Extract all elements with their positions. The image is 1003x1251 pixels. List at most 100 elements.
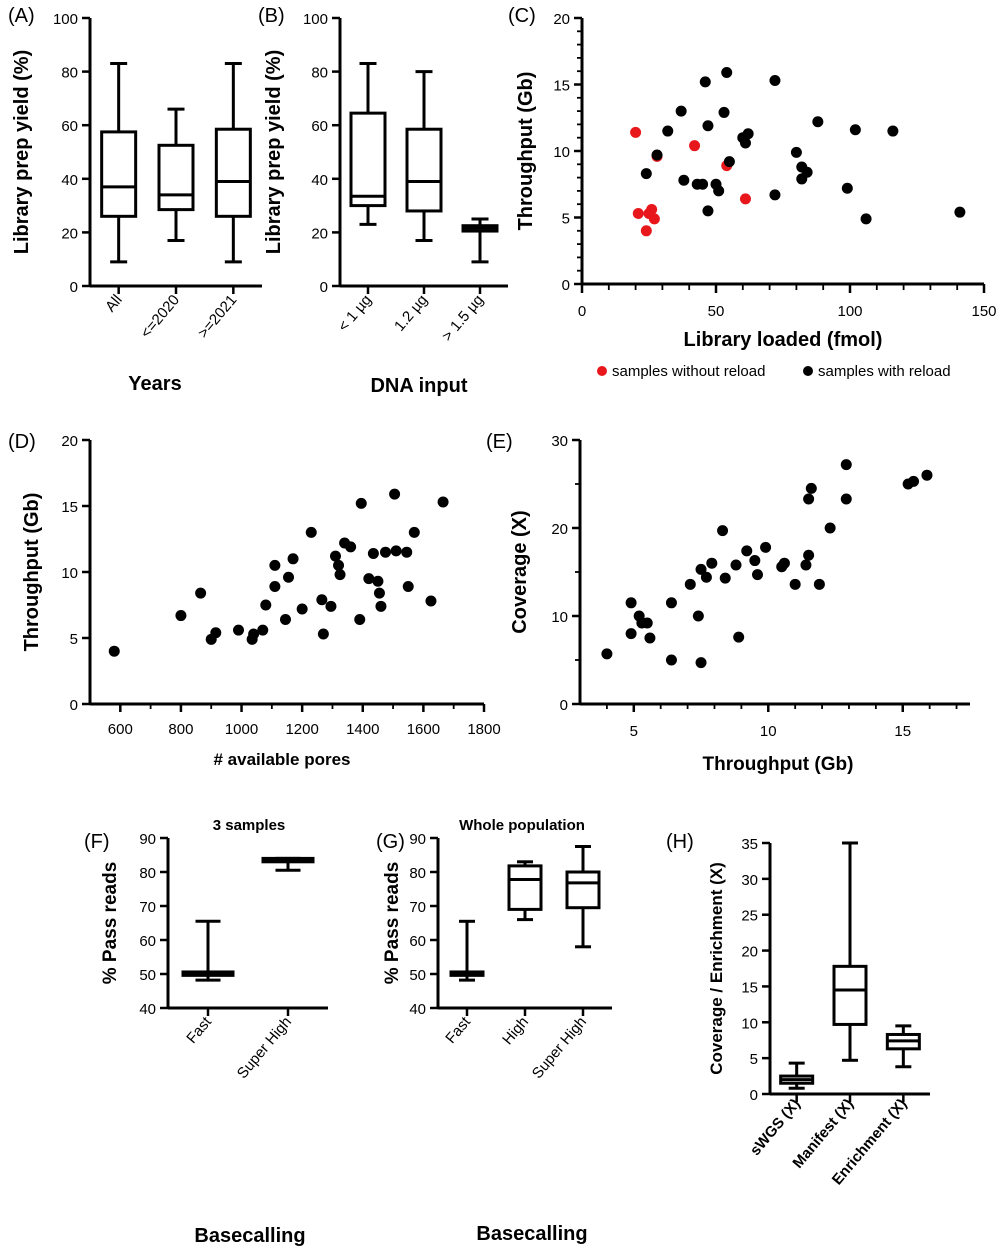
x-axis-title: Years: [128, 373, 181, 395]
box-1: [449, 919, 485, 982]
data-point: [840, 459, 852, 471]
box-1: [349, 62, 387, 226]
x-axis-title: Basecalling: [476, 1223, 587, 1245]
y-axis-title: Coverage (X): [509, 510, 531, 633]
data-point: [372, 575, 384, 587]
y-tick-label: 60: [61, 118, 78, 135]
data-point: [646, 204, 658, 216]
y-tick-label: 0: [70, 279, 78, 296]
y-tick-label: 60: [311, 118, 328, 135]
data-point: [625, 628, 637, 640]
data-point: [375, 600, 387, 612]
y-tick-label: 10: [741, 1015, 758, 1032]
y-tick-label: 30: [741, 872, 758, 889]
data-point: [741, 545, 753, 557]
y-tick-label: 30: [551, 433, 568, 450]
x-tick-label: 10: [760, 723, 777, 740]
data-point: [665, 654, 677, 666]
x-tick-label: Super High: [234, 1014, 295, 1082]
data-point: [812, 116, 824, 128]
x-tick-label: 1400: [346, 721, 379, 738]
y-tick-label: 50: [409, 967, 426, 984]
data-point: [195, 587, 207, 599]
series-1: [630, 126, 751, 237]
y-tick-label: 40: [61, 172, 78, 189]
data-point: [641, 617, 653, 629]
y-tick-label: 10: [551, 609, 568, 626]
x-tick-label: Fast: [442, 1013, 474, 1047]
data-point: [334, 569, 346, 581]
data-point: [803, 549, 815, 561]
data-point: [333, 559, 345, 571]
y-tick-label: 40: [409, 1001, 426, 1018]
data-point: [742, 128, 754, 140]
data-point: [354, 614, 366, 626]
box-3: [885, 1024, 921, 1069]
y-axis-title: % Pass reads: [100, 862, 121, 985]
y-tick-label: 5: [750, 1051, 758, 1068]
data-point: [692, 610, 704, 622]
data-point: [700, 571, 712, 583]
data-point: [706, 557, 718, 569]
data-point: [640, 168, 652, 180]
data-point: [908, 475, 920, 487]
data-point: [778, 557, 790, 569]
data-point: [210, 627, 222, 639]
box-iqr: [565, 870, 601, 910]
data-point: [749, 555, 761, 567]
data-point: [373, 587, 385, 599]
data-point: [801, 166, 813, 178]
data-point: [651, 149, 663, 161]
box-2: [157, 107, 195, 242]
x-axis-title: Throughput (Gb): [703, 754, 854, 775]
x-tick-label: sWGS (X): [747, 1096, 804, 1159]
x-tick-label: 600: [108, 721, 133, 738]
data-point: [425, 595, 437, 607]
x-tick-label: 100: [837, 303, 862, 320]
chart-title-g: Whole population: [459, 817, 585, 834]
data-point: [840, 493, 852, 505]
x-tick-label: Fast: [183, 1013, 215, 1047]
data-point: [408, 526, 420, 538]
data-point: [813, 578, 825, 590]
data-point: [733, 631, 745, 643]
data-point: [702, 205, 714, 217]
x-axis-title: # available pores: [213, 750, 350, 769]
data-point: [800, 559, 812, 571]
data-point: [437, 496, 449, 508]
box-2: [832, 841, 868, 1062]
data-point: [329, 550, 341, 562]
y-tick-label: 100: [303, 11, 328, 28]
data-point: [849, 124, 861, 136]
data-point: [625, 597, 637, 609]
data-point: [730, 559, 742, 571]
data-point: [805, 482, 817, 494]
data-point: [719, 572, 731, 584]
data-point: [296, 603, 308, 615]
box-2: [261, 856, 315, 872]
box-3: [461, 217, 499, 264]
box-1: [181, 919, 235, 982]
y-tick-label: 0: [560, 697, 568, 714]
data-point: [632, 208, 644, 220]
x-tick-label: < 1 µg: [335, 292, 375, 335]
data-point: [287, 553, 299, 565]
x-tick-label: > 1.5 µg: [439, 292, 487, 345]
panel-label-g: (G): [376, 831, 405, 853]
data-point: [723, 156, 735, 168]
y-tick-label: 80: [139, 865, 156, 882]
data-point: [390, 545, 402, 557]
data-point: [702, 120, 714, 132]
data-point: [640, 225, 652, 237]
data-point: [389, 488, 401, 500]
data-point: [769, 75, 781, 87]
y-tick-label: 10: [553, 144, 570, 161]
chart-title-f: 3 samples: [213, 817, 286, 834]
x-axis-title: DNA input: [370, 375, 467, 397]
y-tick-label: 80: [61, 65, 78, 82]
y-tick-label: 20: [311, 225, 328, 242]
panel-label-c: (C): [508, 5, 536, 27]
y-axis-title: Library prep yield (%): [263, 50, 285, 255]
x-tick-label: 0: [578, 303, 586, 320]
